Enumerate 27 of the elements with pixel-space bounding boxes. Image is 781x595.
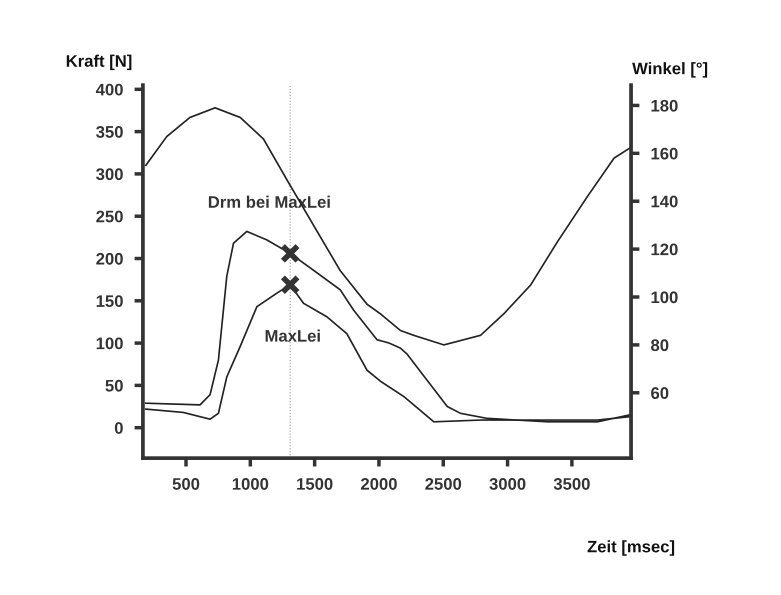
x-tick-label: 1000	[232, 478, 268, 490]
x-tick-label: 2000	[360, 478, 397, 490]
y-axis-title: Kraft [N]	[66, 54, 132, 70]
x-tick-label: 3500	[554, 478, 590, 490]
x-axis-title: Zeit [msec]	[588, 540, 674, 556]
y-tick-label: 0	[114, 422, 123, 434]
y2-tick-label: 60	[651, 387, 668, 399]
y-tick-label: 50	[105, 380, 123, 392]
y2-tick-label: 160	[652, 148, 678, 160]
y2-tick-label: 80	[651, 339, 668, 352]
y2-tick-label: 180	[652, 100, 678, 112]
x-tick-label: 500	[172, 478, 200, 490]
x-tick-label: 3000	[489, 478, 526, 490]
y2-tick-label: 100	[652, 291, 678, 304]
annotation: MaxLei	[266, 330, 320, 342]
y-tick-label: 100	[96, 338, 123, 350]
y-tick-label: 200	[96, 252, 123, 265]
y-tick-label: 250	[96, 210, 123, 222]
y-tick-label: 150	[96, 295, 123, 308]
y2-tick-label: 140	[652, 196, 678, 208]
y2-tick-label: 120	[652, 244, 678, 256]
x-tick-label: 1500	[297, 478, 332, 490]
y2-axis-title: Winkel [°]	[632, 62, 708, 78]
y-tick-label: 400	[96, 84, 123, 96]
x-tick-label: 2500	[425, 478, 462, 490]
y-tick-label: 350	[96, 126, 123, 138]
y-tick-label: 300	[96, 168, 123, 180]
